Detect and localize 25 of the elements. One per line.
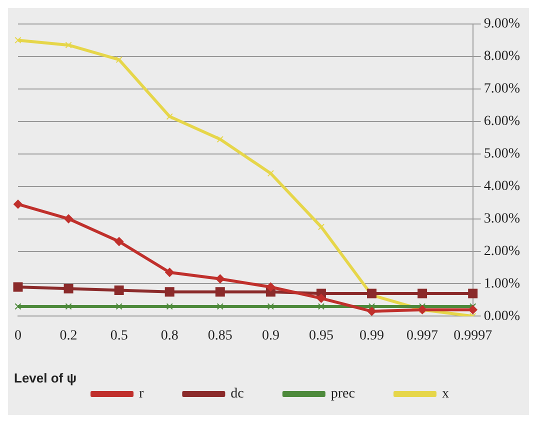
legend-label: x — [442, 386, 449, 402]
y-tick-label: 3.00% — [484, 211, 520, 226]
x-tick-label: 0.95 — [308, 328, 334, 344]
y-tick-label: 0.00% — [484, 308, 520, 324]
y-tick-label: 8.00% — [484, 49, 520, 64]
y-tick-label: 4.00% — [484, 179, 520, 194]
y-tick-label: 5.00% — [484, 146, 520, 162]
legend-label: r — [139, 386, 144, 402]
x-tick-label: 0.99 — [360, 328, 384, 344]
y-tick-label: 7.00% — [484, 82, 520, 97]
x-tick-label: 0.997 — [406, 328, 438, 344]
legend-label: dc — [230, 386, 244, 402]
y-tick-label: 2.00% — [484, 244, 520, 259]
x-tick-label: 0 — [14, 328, 22, 344]
y-tick-label: 1.00% — [484, 276, 520, 292]
x-tick-label: 0.85 — [208, 328, 232, 344]
legend-label: prec — [330, 386, 355, 402]
x-tick-label: 0.8 — [160, 328, 178, 344]
x-axis-title: Level of ψ — [14, 370, 77, 386]
x-tick-label: 0.9 — [262, 328, 280, 344]
x-tick-label: 0.5 — [110, 328, 128, 344]
x-tick-label: 0.9997 — [454, 328, 492, 344]
y-tick-label: 9.00% — [484, 16, 520, 32]
y-tick-label: 6.00% — [484, 114, 520, 130]
x-tick-label: 0.2 — [60, 328, 78, 344]
